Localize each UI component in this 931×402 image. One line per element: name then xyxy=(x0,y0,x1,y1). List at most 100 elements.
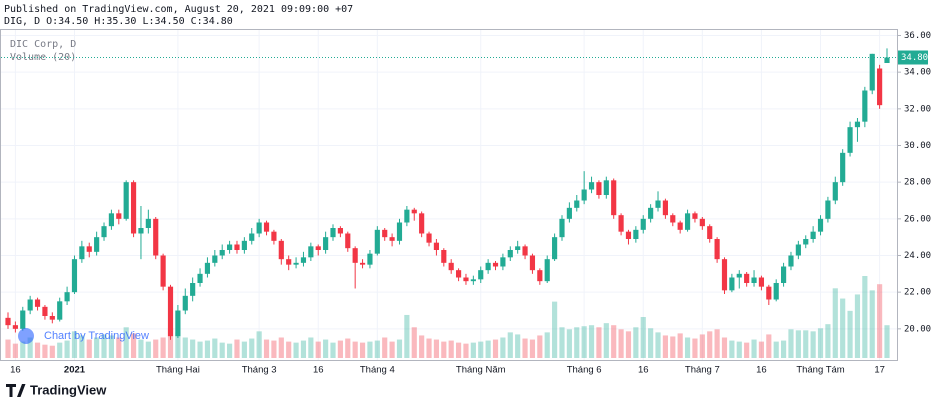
volume-bar xyxy=(515,334,521,358)
volume-bar xyxy=(20,341,26,358)
candle-body xyxy=(167,286,174,337)
volume-bar xyxy=(345,338,351,358)
volume-bar xyxy=(27,337,33,358)
last-price-box xyxy=(898,50,928,65)
candle-body xyxy=(662,200,668,216)
candle-body xyxy=(803,239,809,245)
volume-bar xyxy=(256,331,262,358)
footer-logo: TradingView xyxy=(6,382,107,397)
volume-bar xyxy=(625,331,632,358)
volume-bar xyxy=(566,329,572,358)
volume-bar xyxy=(374,340,380,358)
candle-body xyxy=(138,228,144,234)
x-tick-label: Tháng Tám xyxy=(796,365,844,376)
volume-bar xyxy=(684,337,691,358)
volume-bar xyxy=(840,298,846,358)
candle-body xyxy=(101,226,107,238)
candle-body xyxy=(877,68,883,106)
candle-body xyxy=(522,246,528,256)
volume-bar xyxy=(433,339,440,358)
candle-body xyxy=(308,246,314,258)
candle-body xyxy=(670,215,676,223)
volume-bar xyxy=(854,294,861,358)
volume-bar xyxy=(714,329,720,358)
x-tick-label: Tháng Năm xyxy=(456,365,506,376)
candle-body xyxy=(330,228,336,238)
volume-bar xyxy=(766,334,772,358)
volume-bar xyxy=(522,338,528,358)
candle-body xyxy=(500,257,506,267)
candle-body xyxy=(374,229,380,254)
candle-body xyxy=(766,286,772,300)
volume-bar xyxy=(145,341,151,358)
volume-bar xyxy=(618,329,624,358)
watermark-text[interactable]: Chart by TradingView xyxy=(44,330,149,342)
watermark-icon xyxy=(18,328,34,344)
candle-body xyxy=(869,53,875,91)
candle-body xyxy=(49,316,55,320)
volume-bar xyxy=(86,339,92,358)
y-tick-label: 24.00 xyxy=(904,251,931,261)
volume-bar xyxy=(729,340,735,358)
volume-bar xyxy=(352,341,358,358)
candle-body xyxy=(116,213,122,219)
volume-bar xyxy=(419,335,425,358)
volume-bar xyxy=(234,339,240,358)
candle-body xyxy=(64,292,70,302)
candle-body xyxy=(293,262,299,265)
volume-bar xyxy=(795,330,801,358)
candle-body xyxy=(537,270,543,282)
candle-body xyxy=(300,257,307,263)
watermark: Chart by TradingView xyxy=(18,328,149,344)
volume-bar xyxy=(862,276,868,358)
candle-body xyxy=(367,253,373,265)
candle-body xyxy=(123,182,129,219)
volume-bar xyxy=(559,327,565,358)
volume-bar xyxy=(153,339,159,358)
candle-body xyxy=(182,295,188,311)
volume-bar xyxy=(655,332,661,358)
candle-body xyxy=(884,57,890,63)
volume-bar xyxy=(581,326,587,358)
candle-body xyxy=(714,239,720,260)
footer-brand[interactable]: TradingView xyxy=(30,382,107,397)
candle-body xyxy=(315,246,321,250)
volume-bar xyxy=(241,341,247,358)
volume-bar xyxy=(367,341,373,358)
candle-body xyxy=(57,301,63,320)
volume-bar xyxy=(204,340,211,358)
y-tick-label: 20.00 xyxy=(904,324,931,334)
volume-bar xyxy=(57,342,63,358)
candle-body xyxy=(463,277,469,282)
volume-bar xyxy=(699,334,705,358)
candle-body xyxy=(729,277,735,291)
volume-bar xyxy=(249,338,255,358)
volume-bar xyxy=(197,341,203,358)
volume-bar xyxy=(492,339,499,358)
volume-bar xyxy=(167,328,174,358)
volume-layer xyxy=(5,276,890,358)
volume-bar xyxy=(544,332,550,358)
legend-main: DIC Corp, D xyxy=(10,39,76,50)
candle-body xyxy=(130,182,137,234)
volume-bar xyxy=(596,327,602,358)
x-tick-label: 16 xyxy=(10,365,21,376)
volume-bar xyxy=(692,338,698,358)
volume-bar xyxy=(781,340,787,358)
candle-body xyxy=(42,306,48,316)
candle-body xyxy=(345,233,351,249)
volume-bar xyxy=(463,343,469,358)
volume-bar xyxy=(441,341,447,358)
candle-body xyxy=(197,273,203,283)
volume-bar xyxy=(101,334,107,358)
volume-bar xyxy=(34,342,41,358)
candle-body xyxy=(352,248,358,263)
y-tick-label: 32.00 xyxy=(904,104,931,114)
volume-bar xyxy=(42,344,48,358)
candle-body xyxy=(278,240,284,260)
candle-body xyxy=(404,209,410,223)
candle-layer xyxy=(5,48,890,340)
volume-bar xyxy=(773,341,779,358)
candle-body xyxy=(433,242,440,250)
